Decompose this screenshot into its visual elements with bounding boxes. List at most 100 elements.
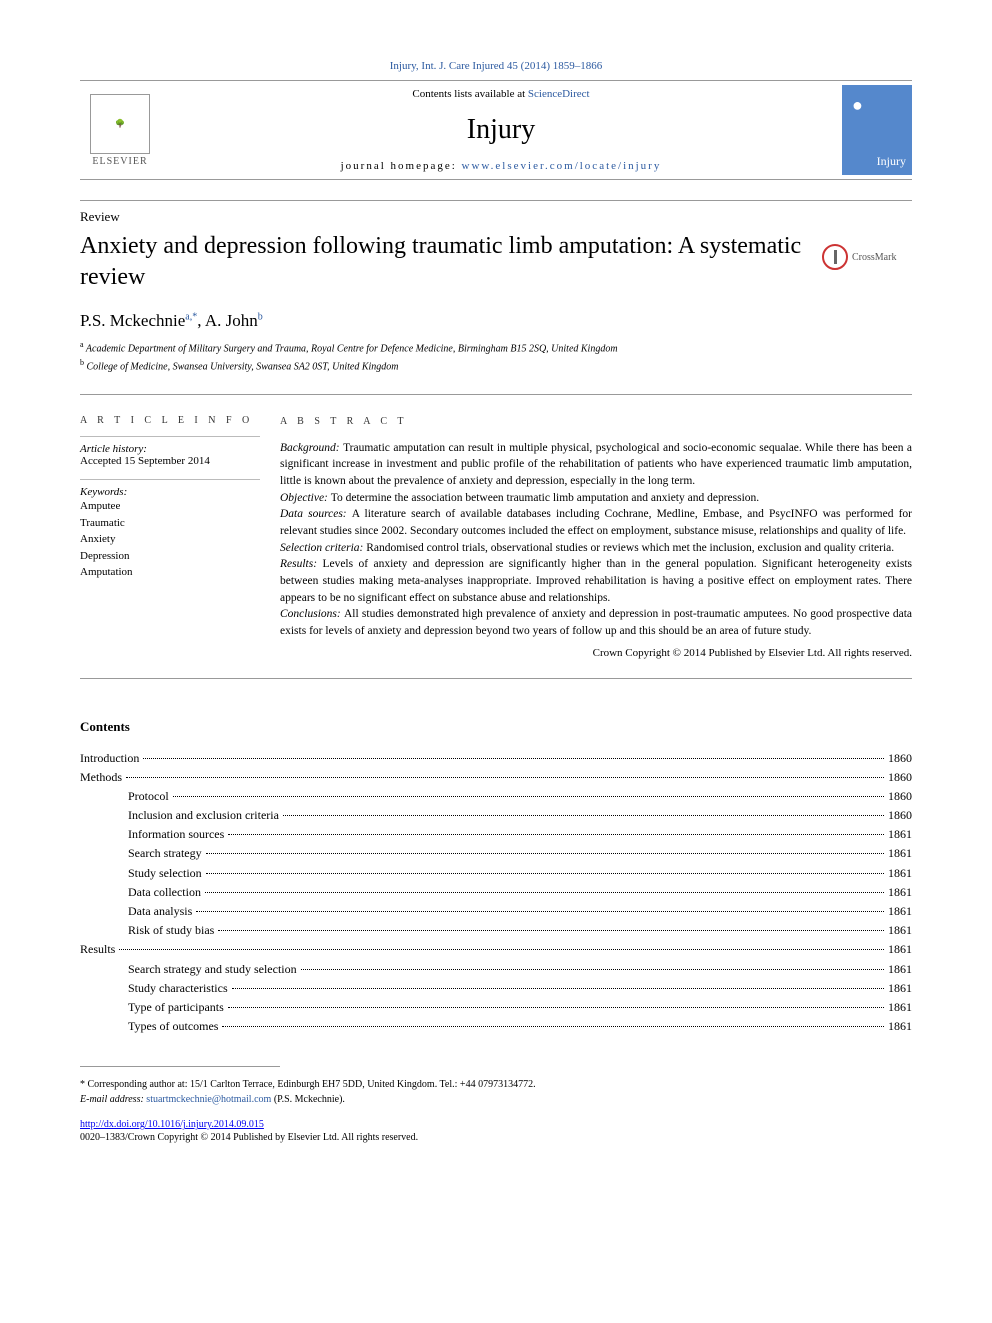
- keywords-list: Amputee Traumatic Anxiety Depression Amp…: [80, 498, 260, 581]
- background-label: Background:: [280, 442, 343, 454]
- author-sep: ,: [197, 311, 205, 330]
- cover-label: Injury: [877, 154, 906, 169]
- email-line: E-mail address: stuartmckechnie@hotmail.…: [80, 1092, 912, 1107]
- article-type: Review: [80, 200, 912, 225]
- toc-label: Protocol: [128, 787, 169, 806]
- toc-dots: [301, 969, 884, 970]
- toc-row[interactable]: Search strategy and study selection 1861: [80, 960, 912, 979]
- author-1: P.S. Mckechnie: [80, 311, 185, 330]
- toc-label: Type of participants: [128, 998, 224, 1017]
- toc-label: Results: [80, 940, 115, 959]
- toc-dots: [222, 1026, 884, 1027]
- toc-label: Information sources: [128, 825, 224, 844]
- toc-label: Inclusion and exclusion criteria: [128, 806, 279, 825]
- toc-dots: [173, 796, 884, 797]
- results-text: Levels of anxiety and depression are sig…: [280, 558, 912, 603]
- toc-row[interactable]: Search strategy1861: [80, 844, 912, 863]
- contents-heading: Contents: [80, 719, 912, 735]
- abstract-selection: Selection criteria: Randomised control t…: [280, 540, 912, 557]
- toc-dots: [228, 1007, 884, 1008]
- keyword: Traumatic: [80, 515, 260, 532]
- email-link[interactable]: stuartmckechnie@hotmail.com: [146, 1094, 271, 1105]
- toc-row[interactable]: Types of outcomes1861: [80, 1017, 912, 1036]
- selection-text: Randomised control trials, observational…: [366, 542, 894, 554]
- header-center: Contents lists available at ScienceDirec…: [160, 88, 842, 172]
- toc-row[interactable]: Data analysis1861: [80, 902, 912, 921]
- objective-text: To determine the association between tra…: [331, 492, 759, 504]
- footer-copyright: 0020–1383/Crown Copyright © 2014 Publish…: [80, 1132, 912, 1143]
- contents-available: Contents lists available at ScienceDirec…: [160, 88, 842, 100]
- affiliation-a-text: Academic Department of Military Surgery …: [86, 344, 618, 355]
- abstract-results: Results: Levels of anxiety and depressio…: [280, 556, 912, 606]
- crossmark-badge[interactable]: CrossMark: [822, 237, 912, 277]
- toc-row[interactable]: Results1861: [80, 940, 912, 959]
- abstract-copyright: Crown Copyright © 2014 Published by Else…: [280, 646, 912, 662]
- article-info-panel: A R T I C L E I N F O Article history: A…: [80, 415, 280, 662]
- article-history: Article history: Accepted 15 September 2…: [80, 436, 260, 467]
- toc-page: 1861: [888, 825, 912, 844]
- toc-page: 1861: [888, 998, 912, 1017]
- toc-row[interactable]: Data collection1861: [80, 883, 912, 902]
- toc-label: Study characteristics: [128, 979, 228, 998]
- conclusions-label: Conclusions:: [280, 608, 344, 620]
- abstract-conclusions: Conclusions: All studies demonstrated hi…: [280, 606, 912, 639]
- conclusions-text: All studies demonstrated high prevalence…: [280, 608, 912, 637]
- keyword: Anxiety: [80, 531, 260, 548]
- author-1-sup: a,*: [185, 312, 197, 323]
- toc-page: 1861: [888, 960, 912, 979]
- selection-label: Selection criteria:: [280, 542, 366, 554]
- crossmark-label: CrossMark: [852, 252, 896, 263]
- toc-row[interactable]: Information sources 1861: [80, 825, 912, 844]
- toc-label: Search strategy and study selection: [128, 960, 297, 979]
- info-abstract-row: A R T I C L E I N F O Article history: A…: [80, 394, 912, 679]
- toc-label: Study selection: [128, 864, 202, 883]
- footer-separator: [80, 1066, 280, 1067]
- page-container: Injury, Int. J. Care Injured 45 (2014) 1…: [0, 0, 992, 1183]
- homepage-link[interactable]: www.elsevier.com/locate/injury: [462, 160, 662, 172]
- toc-dots: [143, 758, 884, 759]
- toc-row[interactable]: Protocol 1860: [80, 787, 912, 806]
- toc-row[interactable]: Inclusion and exclusion criteria1860: [80, 806, 912, 825]
- toc-row[interactable]: Type of participants 1861: [80, 998, 912, 1017]
- footer: * Corresponding author at: 15/1 Carlton …: [80, 1077, 912, 1107]
- article-info-heading: A R T I C L E I N F O: [80, 415, 260, 426]
- toc-dots: [232, 988, 884, 989]
- toc-label: Risk of study bias: [128, 921, 214, 940]
- journal-homepage: journal homepage: www.elsevier.com/locat…: [160, 160, 842, 172]
- keyword: Amputation: [80, 564, 260, 581]
- keyword: Depression: [80, 548, 260, 565]
- background-text: Traumatic amputation can result in multi…: [280, 442, 912, 487]
- toc-row[interactable]: Methods1860: [80, 768, 912, 787]
- journal-reference: Injury, Int. J. Care Injured 45 (2014) 1…: [80, 60, 912, 72]
- email-label: E-mail address:: [80, 1094, 146, 1105]
- sciencedirect-link[interactable]: ScienceDirect: [528, 88, 590, 100]
- keywords-label: Keywords:: [80, 486, 260, 498]
- affiliation-a: a Academic Department of Military Surger…: [80, 339, 912, 356]
- toc-row[interactable]: Risk of study bias1861: [80, 921, 912, 940]
- abstract-objective: Objective: To determine the association …: [280, 490, 912, 507]
- toc-page: 1861: [888, 844, 912, 863]
- toc-label: Data analysis: [128, 902, 192, 921]
- publisher-name: ELSEVIER: [92, 156, 147, 167]
- toc-row[interactable]: Introduction1860: [80, 749, 912, 768]
- toc-page: 1860: [888, 787, 912, 806]
- contents-prefix: Contents lists available at: [412, 88, 527, 100]
- author-2-sup: b: [258, 312, 263, 323]
- keywords-section: Keywords: Amputee Traumatic Anxiety Depr…: [80, 479, 260, 581]
- toc-page: 1861: [888, 883, 912, 902]
- toc-row[interactable]: Study characteristics1861: [80, 979, 912, 998]
- toc-row[interactable]: Study selection 1861: [80, 864, 912, 883]
- doi-url[interactable]: http://dx.doi.org/10.1016/j.injury.2014.…: [80, 1119, 264, 1130]
- title-row: Anxiety and depression following traumat…: [80, 231, 912, 293]
- corresponding-author: * Corresponding author at: 15/1 Carlton …: [80, 1077, 912, 1092]
- history-label: Article history:: [80, 443, 260, 455]
- toc-page: 1861: [888, 864, 912, 883]
- publisher-logo: 🌳 ELSEVIER: [80, 85, 160, 175]
- doi-link[interactable]: http://dx.doi.org/10.1016/j.injury.2014.…: [80, 1119, 912, 1130]
- toc-dots: [196, 911, 884, 912]
- toc-dots: [218, 930, 884, 931]
- toc-page: 1860: [888, 768, 912, 787]
- toc-label: Introduction: [80, 749, 139, 768]
- toc-dots: [228, 834, 884, 835]
- keyword: Amputee: [80, 498, 260, 515]
